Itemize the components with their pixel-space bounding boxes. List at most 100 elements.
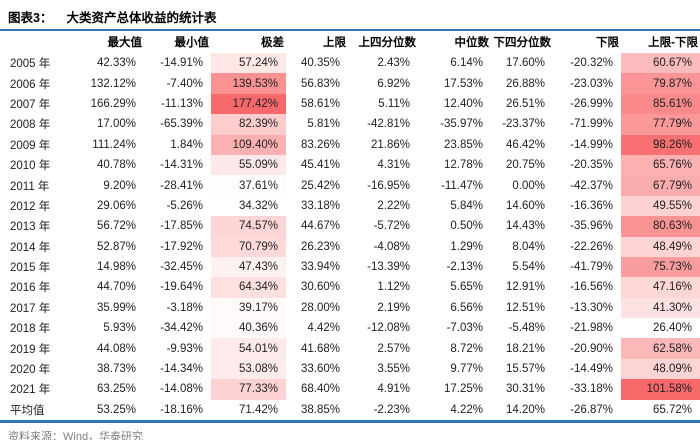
row-label-year: 2006 年	[10, 78, 51, 91]
cell-max: 35.99%	[96, 301, 136, 314]
cell-lower-quartile: 14.60%	[505, 199, 545, 212]
cell-range: 54.01%	[211, 338, 286, 359]
cell-upper-limit: 40.35%	[300, 57, 340, 70]
cell-upper-quartile: 21.86%	[370, 138, 410, 151]
cell-upper-minus-lower: 65.76%	[621, 154, 700, 176]
cell-min: 1.84%	[170, 138, 203, 151]
cell-upper-quartile: 6.92%	[377, 77, 410, 90]
row-label-year: 2011 年	[10, 180, 50, 193]
cell-lower-limit: -71.99%	[570, 118, 613, 131]
cell-upper-minus-lower: 47.16%	[621, 277, 700, 298]
cell-lower-limit: -13.30%	[570, 301, 613, 314]
table-row: 2012 年 29.06% -5.26% 34.32% 33.18% 2.22% 5.84%…	[0, 195, 700, 217]
table-header-row: 最大值 最小值 极差 上限 上四分位数 中位数 下四分位数 下限 上限-下限	[0, 31, 700, 53]
cell-range: 177.42%	[211, 93, 286, 115]
cell-upper-quartile: 5.11%	[378, 97, 410, 110]
cell-upper-limit: 41.68%	[300, 342, 340, 355]
cell-range: 71.42%	[238, 403, 278, 416]
cell-upper-quartile: 2.57%	[377, 342, 410, 355]
cell-upper-limit: 33.60%	[300, 363, 340, 376]
cell-max: 44.70%	[96, 281, 136, 294]
row-label-year: 2013 年	[10, 221, 51, 234]
cell-median: 17.53%	[443, 77, 483, 90]
row-label-average: 平均值	[10, 404, 45, 417]
cell-lower-quartile: 26.88%	[505, 77, 545, 90]
cell-upper-minus-lower: 48.09%	[621, 358, 700, 380]
cell-upper-limit: 68.40%	[300, 383, 340, 396]
cell-min: -34.42%	[160, 322, 203, 335]
cell-max: 40.78%	[96, 159, 136, 172]
cell-lower-quartile: -23.37%	[502, 118, 545, 131]
cell-range: 34.32%	[211, 195, 286, 217]
table-row: 2011 年 9.20% -28.41% 37.61% 25.42% -16.95% -11…	[0, 175, 700, 196]
figure-title: 图表3： 大类资产总体收益的统计表	[0, 0, 700, 29]
cell-min: -3.18%	[166, 301, 203, 314]
cell-upper-quartile: -4.08%	[373, 240, 410, 253]
cell-max: 53.25%	[96, 403, 136, 416]
cell-min: -14.31%	[160, 159, 203, 172]
cell-lower-quartile: 12.51%	[505, 301, 545, 314]
cell-lower-limit: -20.90%	[570, 342, 613, 355]
cell-lower-limit: -23.03%	[570, 77, 613, 90]
cell-lower-limit: -33.18%	[570, 383, 613, 396]
cell-upper-minus-lower: 65.72%	[652, 403, 692, 416]
cell-upper-minus-lower: 26.40%	[621, 318, 700, 339]
cell-upper-limit: 56.83%	[300, 77, 340, 90]
cell-lower-quartile: 0.00%	[512, 179, 545, 192]
cell-upper-quartile: -16.95%	[367, 179, 410, 192]
cell-lower-quartile: 14.20%	[505, 403, 545, 416]
cell-lower-quartile: 20.75%	[505, 159, 545, 172]
cell-max: 5.93%	[103, 322, 136, 335]
table-body: 2005 年 42.33% -14.91% 57.24% 40.35% 2.43% 6.14…	[0, 53, 700, 420]
cell-range: 139.53%	[211, 73, 286, 94]
cell-upper-quartile: 3.55%	[377, 363, 410, 376]
cell-min: -14.08%	[160, 383, 203, 396]
table-row: 2021 年 63.25% -14.08% 77.33% 68.40% 4.91% 17.2…	[0, 379, 700, 400]
cell-max: 166.29%	[90, 97, 136, 110]
cell-median: 5.65%	[450, 281, 483, 294]
table-row: 平均值 53.25% -18.16% 71.42% 38.85% -2.23% 4.22% 1…	[0, 400, 700, 420]
cell-lower-limit: -16.36%	[570, 199, 613, 212]
cell-upper-limit: 33.94%	[300, 261, 340, 274]
cell-lower-quartile: 18.21%	[505, 342, 545, 355]
table-row: 2017 年 35.99% -3.18% 39.17% 28.00% 2.19% 6.56%…	[0, 297, 700, 319]
row-label-year: 2017 年	[10, 302, 51, 315]
cell-upper-limit: 28.00%	[300, 301, 340, 314]
cell-upper-minus-lower: 101.58%	[621, 379, 700, 400]
cell-upper-minus-lower: 79.87%	[621, 73, 700, 94]
col-header-year	[0, 31, 64, 53]
cell-upper-limit: 26.23%	[300, 240, 340, 253]
cell-lower-limit: -26.99%	[570, 97, 613, 110]
cell-min: -7.40%	[166, 77, 203, 90]
table-row: 2019 年 44.08% -9.93% 54.01% 41.68% 2.57% 8.72%…	[0, 338, 700, 359]
cell-median: -7.03%	[446, 322, 483, 335]
table-bottom-rule	[0, 420, 700, 424]
table-row: 2006 年 132.12% -7.40% 139.53% 56.83% 6.92% 17.…	[0, 73, 700, 94]
cell-lower-limit: -14.99%	[570, 138, 613, 151]
source-note: 资料来源：Wind，华泰研究	[8, 431, 144, 440]
cell-lower-limit: -20.32%	[570, 57, 613, 70]
table-row: 2009 年 111.24% 1.84% 109.40% 83.26% 21.86% 23.…	[0, 134, 700, 155]
cell-median: 12.78%	[443, 159, 483, 172]
cell-upper-minus-lower: 85.61%	[621, 93, 700, 115]
col-header-range: 极差	[261, 37, 284, 49]
row-label-year: 2012 年	[10, 200, 51, 213]
cell-lower-limit: -14.49%	[570, 363, 613, 376]
cell-upper-quartile: 4.91%	[377, 383, 410, 396]
col-header-lower-limit: 下限	[596, 37, 619, 49]
cell-min: -28.41%	[160, 179, 203, 192]
cell-median: 0.50%	[450, 220, 483, 233]
cell-median: 6.56%	[450, 301, 483, 314]
cell-min: -32.45%	[160, 261, 203, 274]
cell-min: -17.85%	[160, 220, 203, 233]
row-label-year: 2007 年	[10, 98, 51, 111]
cell-lower-quartile: 8.04%	[512, 240, 545, 253]
cell-max: 56.72%	[96, 220, 136, 233]
cell-range: 77.33%	[211, 379, 286, 400]
table-row: 2005 年 42.33% -14.91% 57.24% 40.35% 2.43% 6.14…	[0, 53, 700, 74]
cell-upper-minus-lower: 75.73%	[621, 256, 700, 278]
cell-range: 74.57%	[211, 216, 286, 237]
cell-min: -18.16%	[160, 403, 203, 416]
cell-lower-quartile: 26.51%	[505, 97, 545, 110]
cell-upper-quartile: -13.39%	[367, 261, 410, 274]
